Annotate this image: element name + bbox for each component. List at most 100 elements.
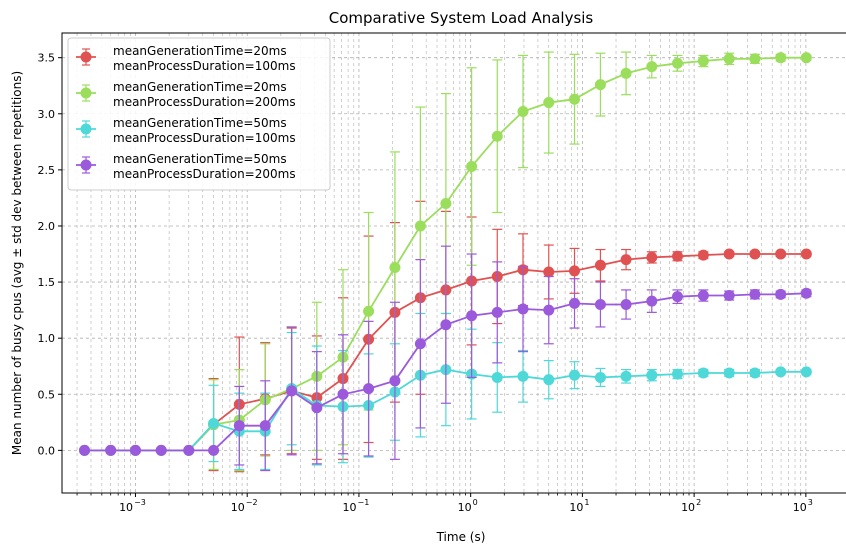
x-axis-label: Time (s) bbox=[436, 530, 486, 544]
x-tick-label: 10−2 bbox=[231, 498, 258, 514]
data-point bbox=[620, 299, 632, 311]
y-tick-label: 1.0 bbox=[38, 332, 56, 345]
legend-item: meanGenerationTime=50msmeanProcessDurati… bbox=[76, 152, 296, 181]
data-point bbox=[594, 259, 606, 271]
plot-area bbox=[79, 51, 812, 473]
data-point bbox=[155, 444, 167, 456]
data-point bbox=[208, 444, 220, 456]
legend: meanGenerationTime=20msmeanProcessDurati… bbox=[67, 37, 331, 191]
data-point bbox=[233, 420, 245, 432]
data-point bbox=[723, 53, 735, 65]
y-tick-label: 3.0 bbox=[38, 108, 56, 121]
data-point bbox=[337, 388, 349, 400]
y-tick-label: 2.5 bbox=[38, 164, 56, 177]
data-point bbox=[646, 295, 658, 307]
data-point bbox=[389, 261, 401, 273]
data-point bbox=[800, 248, 812, 260]
data-point bbox=[672, 291, 684, 303]
x-tick-label-exponent: 2 bbox=[696, 498, 701, 507]
data-point bbox=[594, 79, 606, 91]
y-axis-ticks: 0.0 0.5 1.0 1.5 2.0 2.5 3.0 3.5 bbox=[38, 52, 62, 457]
data-point bbox=[594, 371, 606, 383]
data-point bbox=[672, 57, 684, 69]
x-tick-label-exponent: −1 bbox=[358, 498, 370, 507]
legend-label: meanProcessDuration=100ms bbox=[113, 59, 296, 73]
data-point bbox=[775, 366, 787, 378]
data-point bbox=[491, 371, 503, 383]
x-tick-label-exponent: −2 bbox=[246, 498, 258, 507]
data-point bbox=[389, 375, 401, 387]
legend-item: meanGenerationTime=20msmeanProcessDurati… bbox=[76, 44, 296, 73]
data-point bbox=[697, 249, 709, 261]
data-point bbox=[440, 198, 452, 210]
legend-marker bbox=[80, 123, 92, 135]
data-point bbox=[105, 444, 117, 456]
data-point bbox=[620, 254, 632, 266]
legend-frame bbox=[67, 37, 331, 191]
x-tick-label: 10−3 bbox=[119, 498, 146, 514]
data-point bbox=[543, 374, 555, 386]
data-point bbox=[800, 52, 812, 64]
data-point bbox=[646, 61, 658, 73]
data-point bbox=[620, 370, 632, 382]
data-point bbox=[672, 250, 684, 262]
data-point bbox=[517, 106, 529, 118]
data-point bbox=[491, 130, 503, 142]
data-point bbox=[543, 97, 555, 109]
chart-title: Comparative System Load Analysis bbox=[329, 9, 594, 27]
data-point bbox=[749, 248, 761, 260]
data-point bbox=[672, 368, 684, 380]
data-point bbox=[543, 304, 555, 316]
data-point bbox=[749, 53, 761, 65]
x-tick-label-exponent: 3 bbox=[808, 498, 813, 507]
legend-label: meanGenerationTime=50ms bbox=[113, 116, 287, 130]
legend-label: meanGenerationTime=20ms bbox=[113, 44, 287, 58]
legend-item: meanGenerationTime=20msmeanProcessDurati… bbox=[76, 80, 296, 109]
data-point bbox=[620, 67, 632, 79]
data-point bbox=[183, 444, 195, 456]
legend-item: meanGenerationTime=50msmeanProcessDurati… bbox=[76, 116, 296, 145]
x-tick-label-exponent: 0 bbox=[473, 498, 478, 507]
x-tick-label: 10−1 bbox=[343, 498, 370, 514]
data-point bbox=[286, 385, 298, 397]
data-point bbox=[208, 417, 220, 429]
data-point bbox=[517, 303, 529, 315]
data-point bbox=[749, 367, 761, 379]
legend-label: meanProcessDuration=200ms bbox=[113, 95, 296, 109]
x-tick-label: 100 bbox=[458, 498, 478, 514]
y-axis-label: Mean number of busy cpus (avg ± std dev … bbox=[10, 71, 24, 455]
legend-marker bbox=[80, 51, 92, 63]
x-tick-label: 102 bbox=[681, 498, 701, 514]
x-tick-label: 103 bbox=[793, 498, 813, 514]
data-point bbox=[440, 319, 452, 331]
y-tick-label: 1.5 bbox=[38, 276, 56, 289]
x-tick-label: 101 bbox=[569, 498, 589, 514]
data-point bbox=[466, 161, 478, 173]
data-point bbox=[723, 248, 735, 260]
data-point bbox=[800, 366, 812, 378]
data-point bbox=[79, 444, 91, 456]
legend-label: meanProcessDuration=100ms bbox=[113, 131, 296, 145]
data-point bbox=[466, 310, 478, 322]
legend-marker bbox=[80, 87, 92, 99]
data-point bbox=[363, 383, 375, 395]
x-tick-label-exponent: 1 bbox=[584, 498, 589, 507]
legend-marker bbox=[80, 159, 92, 171]
axes-frame bbox=[61, 32, 846, 494]
data-point bbox=[723, 290, 735, 302]
data-point bbox=[775, 248, 787, 260]
data-point bbox=[775, 52, 787, 64]
data-point bbox=[569, 369, 581, 381]
y-tick-label: 0.0 bbox=[38, 444, 56, 457]
x-tick-label-exponent: −3 bbox=[134, 498, 146, 507]
data-point bbox=[311, 402, 323, 414]
data-point bbox=[259, 420, 271, 432]
data-point bbox=[594, 299, 606, 311]
legend-label: meanProcessDuration=200ms bbox=[113, 167, 296, 181]
data-point bbox=[646, 369, 658, 381]
data-point bbox=[414, 338, 426, 350]
data-point bbox=[491, 306, 503, 318]
data-point bbox=[775, 288, 787, 300]
data-point bbox=[129, 444, 141, 456]
data-point bbox=[517, 370, 529, 382]
